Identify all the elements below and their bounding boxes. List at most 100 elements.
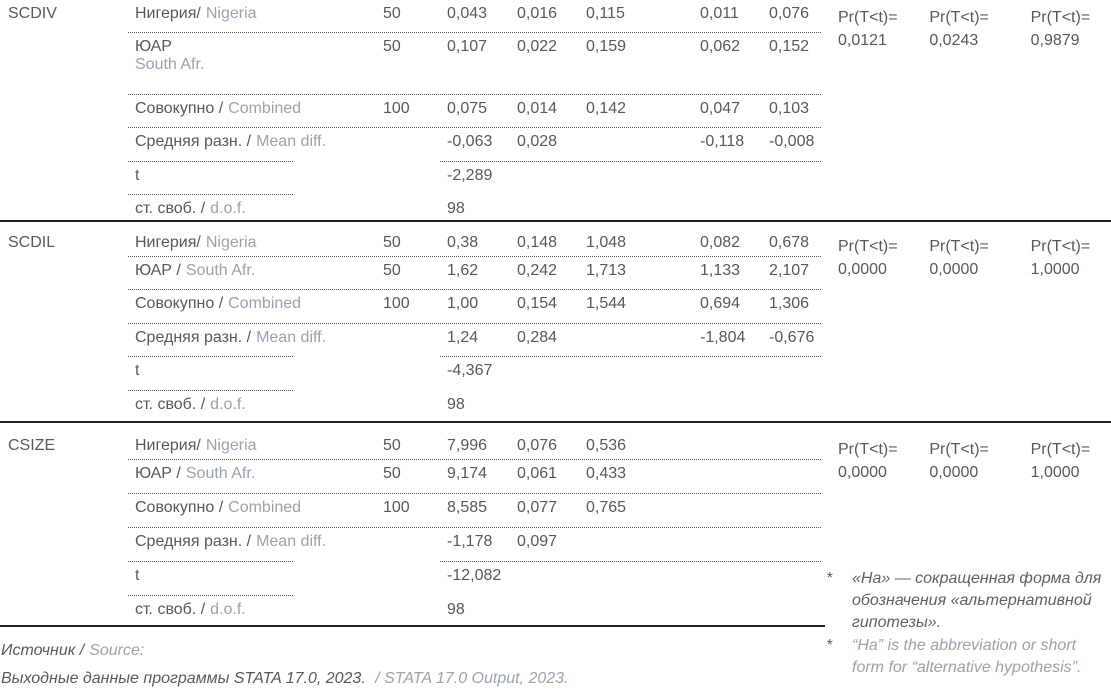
pr-test-value: 0,0000 xyxy=(929,261,979,278)
std-err-value: 0,076 xyxy=(517,437,558,454)
footnotes: * «На» — сокращенная форма для обозначен… xyxy=(826,568,1111,680)
dof-value: 98 xyxy=(447,601,465,618)
pr-test-label: Pr(T<t)= xyxy=(1030,238,1091,255)
mean-value: 1,62 xyxy=(447,262,479,279)
footnote-marker: * xyxy=(826,570,833,587)
table-row: Средняя разн. / Mean diff. 1,24 0,284 -1,… xyxy=(128,324,821,357)
table-row: Нигерия/Nigeria 50 7,996 0,076 0,536 xyxy=(128,423,821,460)
pr-test-label: Pr(T<t)= xyxy=(838,441,898,458)
std-err-value: 0,148 xyxy=(517,234,558,251)
obs-count: 100 xyxy=(383,499,410,516)
pr-test-value: 1,0000 xyxy=(1030,261,1080,278)
std-err-value: 0,077 xyxy=(517,499,558,516)
mean-value: 1,00 xyxy=(447,295,479,312)
table-row: t -2,289 xyxy=(128,162,821,195)
group-label: ЮАР / South Afr. xyxy=(135,262,256,279)
table-row: ст. своб. / d.o.f. 98 xyxy=(128,195,821,220)
pr-test-label: Pr(T<t)= xyxy=(1030,9,1091,26)
std-dev-value: 0,142 xyxy=(586,100,627,117)
group-label: ЮАР / South Afr. xyxy=(135,465,256,482)
group-label: ЮАР South Afr. xyxy=(135,38,205,73)
obs-count: 50 xyxy=(383,262,401,279)
ci-upper: 2,107 xyxy=(769,262,810,279)
group-label: t xyxy=(135,567,140,584)
std-err-value: 0,016 xyxy=(517,5,558,22)
ci-upper: 1,306 xyxy=(769,295,810,312)
source-note: Источник / Source: Выходные данные програ… xyxy=(1,637,569,693)
variable-section-csize: CSIZE Нигерия/Nigeria 50 7,996 0,076 0,5… xyxy=(0,423,1111,625)
std-dev-value: 0,765 xyxy=(586,499,627,516)
pr-tests: Pr(T<t)= 0,0121 Pr(T<t)= 0,0243 Pr(T<t)= 0,… xyxy=(821,0,1111,220)
table-row: ЮАР South Afr. 50 0,107 0,022 0,159 0,062… xyxy=(128,33,821,95)
footnote-text: “Ha” is the abbreviation or short form f… xyxy=(852,637,1082,676)
ci-lower: 0,062 xyxy=(700,38,741,55)
mean-value: 7,996 xyxy=(447,437,488,454)
obs-count: 50 xyxy=(383,234,401,251)
group-label: t xyxy=(135,167,140,184)
mean-value: 1,24 xyxy=(447,329,479,346)
pr-test-label: Pr(T<t)= xyxy=(929,9,989,26)
ci-upper: -0,008 xyxy=(769,133,815,150)
std-err-value: 0,242 xyxy=(517,262,558,279)
table-row: ЮАР / South Afr. 50 9,174 0,061 0,433 xyxy=(128,460,821,494)
table-row: t -12,082 xyxy=(128,562,821,596)
table-row: Нигерия/Nigeria 50 0,38 0,148 1,048 0,08… xyxy=(128,222,821,257)
ci-upper: 0,678 xyxy=(769,234,810,251)
table-row: Совокупно / Combined 100 8,585 0,077 0,76… xyxy=(128,494,821,528)
mean-value: 0,075 xyxy=(447,100,488,117)
group-label: Нигерия/Nigeria xyxy=(135,234,257,251)
section-divider xyxy=(0,220,1111,222)
ci-lower: 0,047 xyxy=(700,100,741,117)
pr-test-value: 0,0000 xyxy=(838,464,887,481)
group-label: ст. своб. / d.o.f. xyxy=(135,396,246,413)
group-label: ст. своб. / d.o.f. xyxy=(135,601,246,618)
footnote: * «На» — сокращенная форма для обозначен… xyxy=(826,568,1111,634)
table-row: Нигерия/Nigeria 50 0,043 0,016 0,115 0,0… xyxy=(128,0,821,33)
group-label: Средняя разн. / Mean diff. xyxy=(135,133,327,150)
footnote-text: «На» — сокращенная форма для обозначения… xyxy=(852,570,1102,631)
variable-name: SCDIV xyxy=(8,5,57,22)
pr-test-value: 0,0243 xyxy=(929,32,979,49)
std-dev-value: 0,159 xyxy=(586,38,627,55)
group-label: ст. своб. / d.o.f. xyxy=(135,200,246,217)
pr-test-label: Pr(T<t)= xyxy=(838,238,898,255)
mean-value: 0,107 xyxy=(447,38,488,55)
t-statistic: -2,289 xyxy=(447,167,493,184)
table-row: Средняя разн. / Mean diff. -1,178 0,097 xyxy=(128,528,821,562)
variable-section-scdil: SCDIL Нигерия/Nigeria 50 0,38 0,148 1,04… xyxy=(0,222,1111,421)
ci-lower: 0,694 xyxy=(700,295,741,312)
pr-tests: Pr(T<t)= 0,0000 Pr(T<t)= 0,0000 Pr(T<t)= 1,… xyxy=(821,423,1111,625)
pr-test-label: Pr(T<t)= xyxy=(929,238,989,255)
table-bottom-rule xyxy=(0,625,825,627)
mean-value: 9,174 xyxy=(447,465,488,482)
obs-count: 50 xyxy=(383,5,401,22)
section-divider xyxy=(0,421,1111,423)
std-err-value: 0,284 xyxy=(517,329,558,346)
group-label: Совокупно / Combined xyxy=(135,499,302,516)
footnote-marker: * xyxy=(826,637,833,654)
pr-test-label: Pr(T<t)= xyxy=(1030,441,1091,458)
t-statistic: -4,367 xyxy=(447,362,493,379)
std-err-value: 0,028 xyxy=(517,133,558,150)
std-dev-value: 0,115 xyxy=(586,5,625,22)
table-row: Средняя разн. / Mean diff. -0,063 0,028 -… xyxy=(128,128,821,162)
table-row: Совокупно / Combined 100 1,00 0,154 1,544… xyxy=(128,290,821,324)
std-dev-value: 0,536 xyxy=(586,437,627,454)
variable-section-scdiv: SCDIV Нигерия/Nigeria 50 0,043 0,016 0,1… xyxy=(0,0,1111,220)
ci-upper: -0,676 xyxy=(769,329,815,346)
pr-test-label: Pr(T<t)= xyxy=(929,441,989,458)
std-err-value: 0,022 xyxy=(517,38,558,55)
obs-count: 50 xyxy=(383,465,401,482)
obs-count: 100 xyxy=(383,295,410,312)
dof-value: 98 xyxy=(447,200,465,217)
ci-lower: -1,804 xyxy=(700,329,746,346)
variable-name: SCDIL xyxy=(8,234,56,251)
obs-count: 50 xyxy=(383,437,401,454)
ci-lower: 0,082 xyxy=(700,234,741,251)
group-label: Нигерия/Nigeria xyxy=(135,437,257,454)
obs-count: 100 xyxy=(383,100,410,117)
pr-test-value: 0,0000 xyxy=(929,464,979,481)
std-err-value: 0,097 xyxy=(517,533,558,550)
pr-test-label: Pr(T<t)= xyxy=(838,9,898,26)
